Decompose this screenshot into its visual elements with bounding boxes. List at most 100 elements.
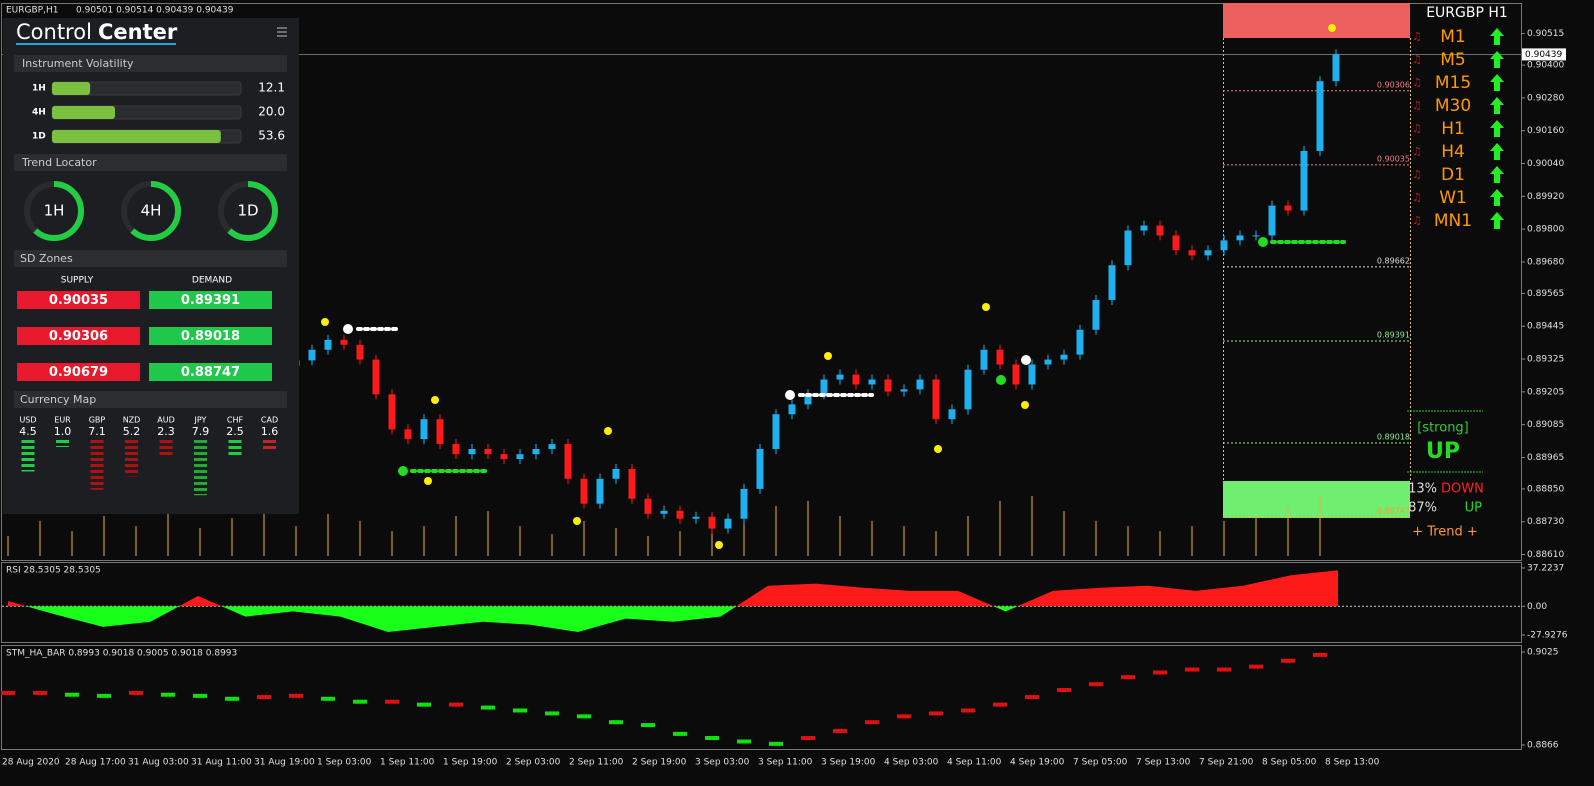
control-center: Control Center Instrument Volatility Tre… [3, 18, 299, 514]
currency-value: 7.9 [192, 425, 210, 438]
demand-zone [1223, 481, 1410, 518]
supply-value: 0.90035 [49, 293, 108, 308]
note-icon: ♫ [1412, 53, 1422, 66]
candle [628, 468, 636, 499]
stm-bar [353, 699, 367, 704]
currency-value: 4.5 [19, 425, 37, 438]
stm-pane [1, 645, 1522, 750]
stm-bar [1121, 675, 1135, 680]
note-icon: ♫ [1412, 191, 1422, 204]
strength: [strong] [1417, 421, 1469, 436]
section-bar [14, 250, 287, 267]
stm-bar [449, 702, 463, 707]
x-tick-label: 7 Sep 13:00 [1136, 758, 1191, 768]
demand-value: 0.89391 [181, 293, 240, 308]
y-tick-label: 0.9025 [1527, 648, 1559, 658]
stm-bar [321, 696, 335, 701]
x-tick-label: 28 Aug 2020 [2, 758, 60, 768]
y-tick-label: 0.89920 [1527, 192, 1564, 202]
candle [948, 409, 956, 420]
candle [388, 394, 396, 430]
stm-bar [705, 735, 719, 740]
down-pct: 13% [1408, 482, 1437, 497]
candle [372, 359, 380, 395]
zone-level-label: 0.88747 [1377, 507, 1410, 516]
supply-zone [1223, 3, 1410, 38]
vol-value: 53.6 [258, 129, 285, 143]
currency-name: USD [19, 416, 36, 425]
zone-level-label: 0.89662 [1377, 256, 1410, 265]
stm-bar [225, 696, 239, 701]
zone-level-label: 0.89391 [1377, 330, 1410, 339]
stm-bar [609, 720, 623, 725]
y-tick-label: -27.9276 [1527, 631, 1568, 641]
zone-level-label: 0.90035 [1377, 154, 1410, 163]
candle [788, 404, 796, 415]
x-tick-label: 3 Sep 19:00 [821, 758, 876, 768]
vol-bar [52, 130, 221, 143]
candle [1332, 54, 1340, 82]
candle [644, 498, 652, 514]
supply-value: 0.90679 [49, 365, 108, 380]
demand-value: 0.89018 [181, 329, 240, 344]
price-pane [1, 3, 1522, 561]
x-tick-label: 1 Sep 19:00 [443, 758, 498, 768]
candle [1124, 230, 1132, 266]
candle [436, 419, 444, 445]
supply-label: SUPPLY [61, 276, 94, 286]
y-tick-label: 0.88730 [1527, 517, 1564, 527]
candle [916, 379, 924, 390]
up-arrow [1490, 166, 1504, 183]
candle [820, 379, 828, 395]
currency-name: CHF [227, 416, 244, 425]
timeframe: MN1 [1434, 211, 1472, 231]
y-tick-label: 0.89445 [1527, 322, 1564, 332]
stm-bar [289, 693, 303, 698]
x-tick-label: 4 Sep 03:00 [884, 758, 939, 768]
up: UP [1465, 501, 1483, 516]
candle [564, 444, 572, 479]
timeframe: H1 [1441, 119, 1465, 139]
stm-bar [97, 693, 111, 698]
up-arrow [1490, 189, 1504, 206]
currency-value: 2.3 [157, 425, 175, 438]
candle [1188, 250, 1196, 256]
x-tick-label: 1 Sep 11:00 [380, 758, 435, 768]
section-bar [14, 154, 287, 171]
x-tick-label: 4 Sep 11:00 [947, 758, 1002, 768]
currency-name: NZD [123, 416, 141, 425]
x-tick-label: 3 Sep 11:00 [758, 758, 813, 768]
timeframe: M30 [1435, 96, 1471, 116]
y-tick-label: 0.89680 [1527, 257, 1564, 267]
candle [692, 516, 700, 519]
stm-bar [65, 692, 79, 697]
supply-box [17, 327, 140, 345]
stm-bar [1185, 667, 1199, 672]
timeframe: H4 [1441, 142, 1465, 162]
currency-value: 7.1 [88, 425, 106, 438]
candle [1236, 235, 1244, 241]
vol-label: 1H [32, 84, 46, 94]
candle [740, 488, 748, 519]
candle [756, 448, 764, 489]
currency-name: AUD [157, 416, 175, 425]
x-tick-label: 31 Aug 11:00 [191, 758, 252, 768]
x-tick-label: 28 Aug 17:00 [65, 758, 126, 768]
note-icon: ♫ [1412, 76, 1422, 89]
stm-bar [33, 690, 47, 695]
stm-bar [865, 720, 879, 725]
gauge-arc [218, 181, 278, 241]
candle [1060, 354, 1068, 360]
candle [772, 414, 780, 449]
menu-icon[interactable] [277, 27, 287, 37]
currency-name: JPY [194, 416, 207, 425]
candle [468, 448, 476, 455]
up-arrow [1490, 120, 1504, 137]
y-tick-label: 0.89085 [1527, 420, 1564, 430]
stm-bar [545, 711, 559, 716]
stm-bar [1249, 664, 1263, 669]
y-tick-label: 37.2237 [1527, 564, 1564, 574]
up-arrow [1490, 74, 1504, 91]
candle [308, 349, 316, 361]
